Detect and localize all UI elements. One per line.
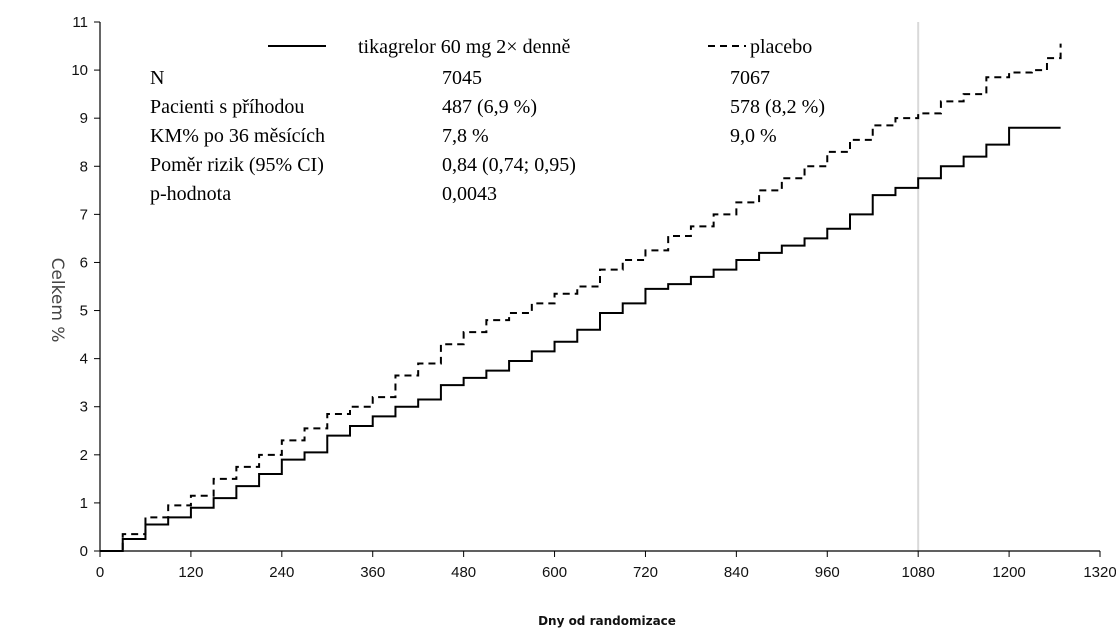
y-tick-label: 9 [80,110,88,127]
stats-row-label: KM% po 36 měsících [150,125,325,147]
stats-value-tikagrelor: 0,84 (0,74; 0,95) [442,154,576,176]
x-tick-label: 600 [542,564,567,581]
series-line-placebo [100,43,1062,552]
y-tick-label: 0 [80,543,88,560]
y-axis-label: Celkem % [47,258,67,343]
legend-label-tikagrelor: tikagrelor 60 mg 2× denně [358,36,570,58]
x-tick-label: 720 [633,564,658,581]
stats-value-tikagrelor: 7,8 % [442,125,489,147]
stats-row-label: N [150,67,164,89]
series-line-tikagrelor [100,126,1061,552]
y-tick-label: 1 [80,495,88,512]
legend-label-placebo: placebo [750,36,812,58]
stats-value-tikagrelor: 0,0043 [442,183,497,205]
y-tick-label: 10 [71,62,88,79]
x-tick-label: 240 [269,564,294,581]
y-tick-label: 2 [80,447,88,464]
y-tick-label: 5 [80,303,88,320]
x-tick-label: 1320 [1083,564,1116,581]
x-tick-label: 1080 [901,564,934,581]
y-tick-label: 4 [80,351,88,368]
y-tick-label: 8 [80,158,88,175]
y-tick-label: 3 [80,399,88,416]
stats-value-tikagrelor: 487 (6,9 %) [442,96,537,118]
x-tick-label: 0 [96,564,104,581]
y-tick-label: 11 [72,14,88,31]
y-tick-label: 6 [80,254,88,271]
stats-value-tikagrelor: 7045 [442,67,482,89]
stats-row-label: Poměr rizik (95% CI) [150,154,324,176]
stats-value-placebo: 7067 [730,67,770,89]
stats-row-label: p-hodnota [150,183,231,205]
x-tick-label: 840 [724,564,749,581]
stats-value-placebo: 9,0 % [730,125,777,147]
x-tick-label: 960 [815,564,840,581]
x-tick-label: 360 [360,564,385,581]
x-tick-label: 120 [178,564,203,581]
x-tick-label: 480 [451,564,476,581]
y-tick-label: 7 [80,206,88,223]
x-axis-label: Dny od randomizace [538,614,676,628]
stats-row-label: Pacienti s příhodou [150,96,304,118]
stats-value-placebo: 578 (8,2 %) [730,96,825,118]
x-tick-label: 1200 [992,564,1025,581]
